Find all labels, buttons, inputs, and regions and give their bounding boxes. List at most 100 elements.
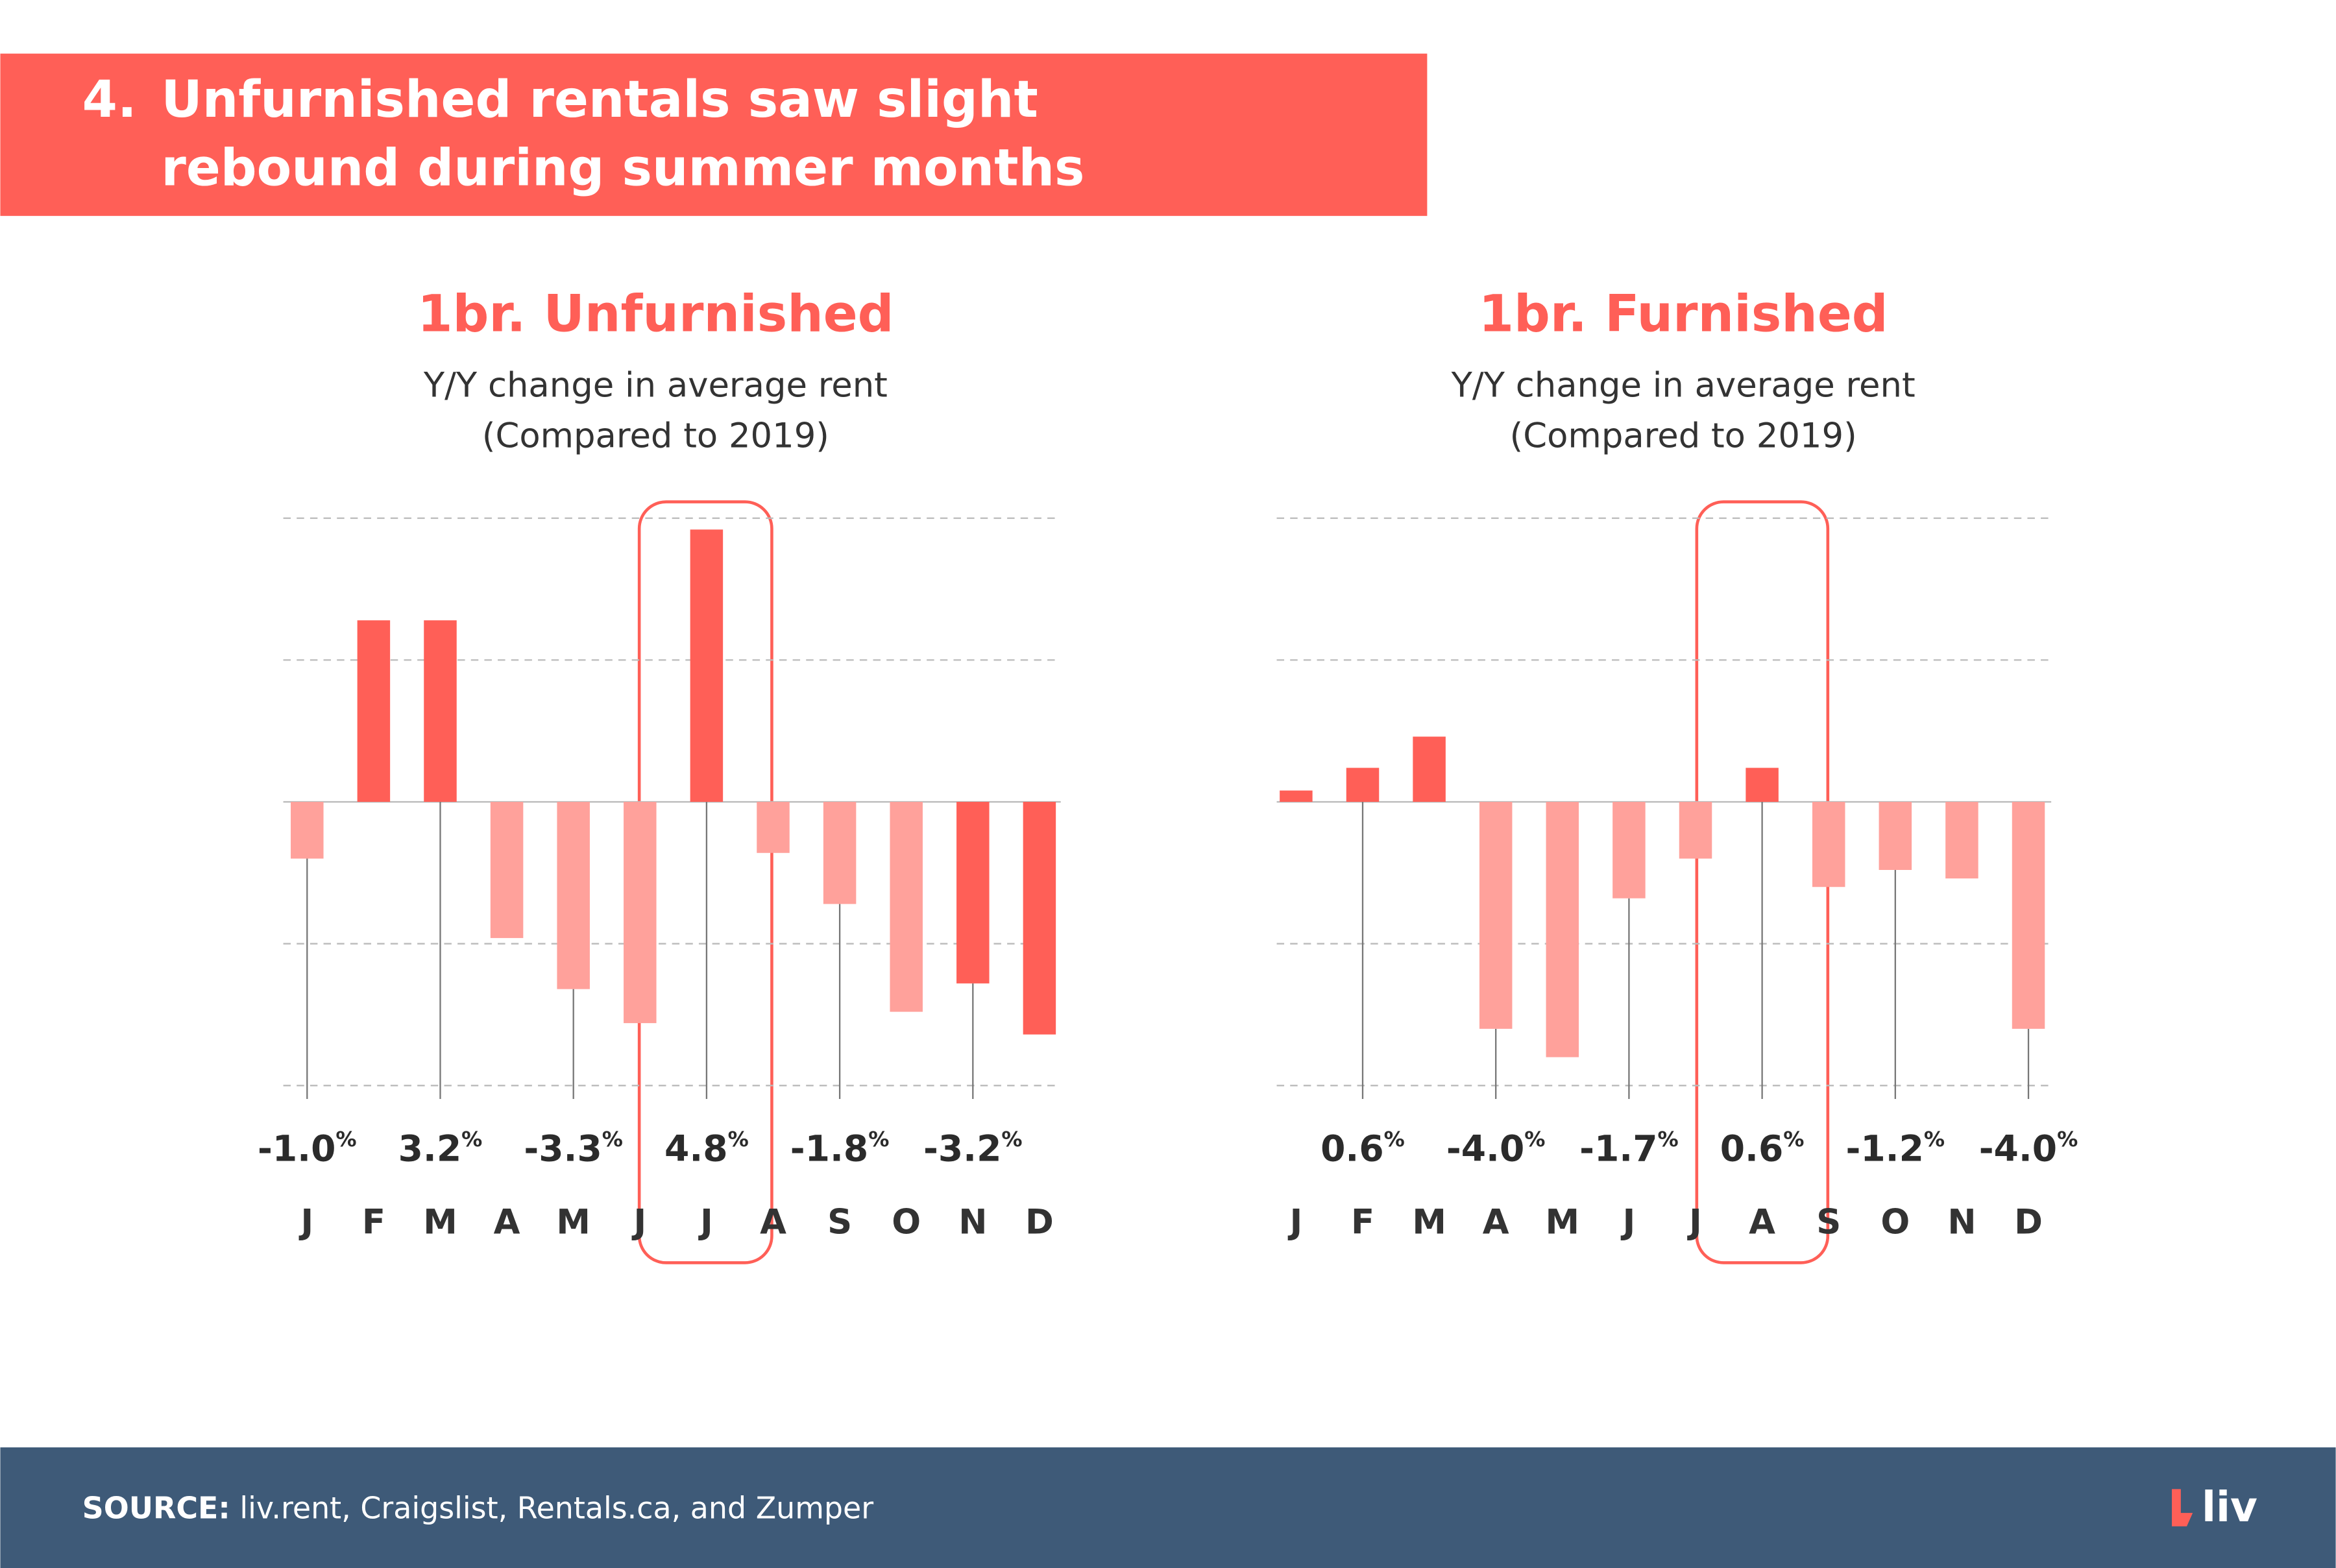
x-tick-label: D <box>1025 1202 1054 1242</box>
header-title: Unfurnished rentals saw slight <box>161 71 1038 129</box>
value-number: -1.8 <box>790 1128 868 1169</box>
value-label: 3.2% <box>398 1127 483 1169</box>
bar <box>956 802 990 983</box>
x-tick-label: A <box>494 1202 520 1242</box>
x-tick-label: J <box>1288 1202 1303 1242</box>
header-number: 4. <box>82 71 137 129</box>
x-tick-label: D <box>2014 1202 2043 1242</box>
x-tick-label: A <box>1483 1202 1509 1242</box>
chart-subtitle: (Compared to 2019) <box>1510 416 1857 455</box>
bar <box>424 620 457 802</box>
value-number: -1.0 <box>258 1128 335 1169</box>
bar <box>1945 802 1978 879</box>
source: SOURCE: liv.rent, Craigslist, Rentals.ca… <box>82 1490 874 1525</box>
x-tick-label: O <box>892 1202 921 1242</box>
bar <box>490 802 524 938</box>
x-tick-label: J <box>1621 1202 1636 1242</box>
bar <box>1023 802 1056 1035</box>
x-tick-label: N <box>1947 1202 1976 1242</box>
value-label: -4.0% <box>1446 1127 1546 1169</box>
value-number: -1.2 <box>1845 1128 1923 1169</box>
value-label: -3.2% <box>923 1127 1023 1169</box>
x-tick-label: A <box>1749 1202 1775 1242</box>
logo-icon <box>2172 1489 2193 1526</box>
x-tick-label: J <box>698 1202 713 1242</box>
chart-title: 1br. Unfurnished <box>417 285 894 343</box>
value-unit: % <box>1658 1127 1679 1152</box>
x-tick-label: J <box>631 1202 646 1242</box>
x-tick-label: F <box>362 1202 385 1242</box>
value-unit: % <box>1924 1127 1945 1152</box>
x-tick-label: M <box>1546 1202 1580 1242</box>
value-label: -3.3% <box>524 1127 623 1169</box>
bar <box>2012 802 2045 1029</box>
chart-title: 1br. Furnished <box>1479 285 1888 343</box>
value-number: 3.2 <box>398 1128 462 1169</box>
bar <box>557 802 590 989</box>
x-tick-label: O <box>1880 1202 1910 1242</box>
value-number: -4.0 <box>1979 1128 2057 1169</box>
source-label: SOURCE: <box>82 1490 230 1525</box>
value-unit: % <box>2057 1127 2078 1152</box>
x-tick-label: J <box>1687 1202 1702 1242</box>
value-label: 0.6% <box>1320 1127 1405 1169</box>
bar <box>1546 802 1579 1057</box>
header-title: rebound during summer months <box>161 139 1084 197</box>
value-label: 0.6% <box>1720 1127 1805 1169</box>
x-tick-label: N <box>958 1202 987 1242</box>
bar <box>1612 802 1646 899</box>
logo: liv <box>2202 1483 2257 1532</box>
value-number: -3.2 <box>923 1128 1001 1169</box>
value-unit: % <box>1384 1127 1405 1152</box>
x-tick-label: M <box>556 1202 590 1242</box>
header-banner <box>0 53 1428 216</box>
value-unit: % <box>1524 1127 1545 1152</box>
bar <box>1280 790 1313 802</box>
value-label: -1.7% <box>1579 1127 1679 1169</box>
footer-bar <box>0 1447 2336 1568</box>
value-label: -1.0% <box>258 1127 357 1169</box>
value-number: -1.7 <box>1579 1128 1657 1169</box>
bar <box>357 620 391 802</box>
x-tick-label: S <box>827 1202 852 1242</box>
value-label: -1.8% <box>790 1127 890 1169</box>
x-tick-label: M <box>1412 1202 1446 1242</box>
chart-subtitle: Y/Y change in average rent <box>423 365 888 405</box>
bar <box>690 529 724 802</box>
bar <box>1812 802 1845 887</box>
x-tick-label: F <box>1351 1202 1374 1242</box>
chart-subtitle: (Compared to 2019) <box>482 416 829 455</box>
source-text: liv.rent, Craigslist, Rentals.ca, and Zu… <box>230 1490 874 1525</box>
x-tick-label: M <box>423 1202 457 1242</box>
bar <box>823 802 857 904</box>
value-number: 4.8 <box>664 1128 728 1169</box>
value-unit: % <box>602 1127 623 1152</box>
x-tick-label: J <box>298 1202 313 1242</box>
value-unit: % <box>1001 1127 1022 1152</box>
bar <box>1479 802 1513 1029</box>
value-unit: % <box>728 1127 749 1152</box>
value-unit: % <box>1783 1127 1804 1152</box>
x-tick-label: S <box>1816 1202 1841 1242</box>
value-number: 0.6 <box>1720 1128 1784 1169</box>
chart-subtitle: Y/Y change in average rent <box>1451 365 1916 405</box>
value-unit: % <box>461 1127 482 1152</box>
value-number: -3.3 <box>524 1128 602 1169</box>
bar <box>1346 767 1380 802</box>
bar <box>1746 767 1779 802</box>
bar <box>890 802 923 1012</box>
bar <box>291 802 324 859</box>
bar <box>757 802 790 853</box>
value-unit: % <box>335 1127 356 1152</box>
x-tick-label: A <box>760 1202 786 1242</box>
value-label: -4.0% <box>1979 1127 2078 1169</box>
bar <box>624 802 657 1024</box>
value-label: 4.8% <box>664 1127 749 1169</box>
value-unit: % <box>868 1127 889 1152</box>
bar <box>1679 802 1712 859</box>
value-number: 0.6 <box>1320 1128 1384 1169</box>
bar <box>1879 802 1912 870</box>
value-number: -4.0 <box>1446 1128 1524 1169</box>
value-label: -1.2% <box>1845 1127 1945 1169</box>
